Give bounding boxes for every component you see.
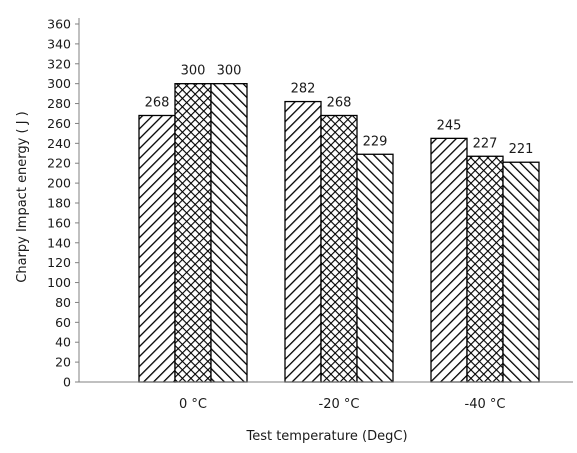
data-label: 300: [217, 64, 242, 79]
y-axis-title: Charpy Impact energy ( J ): [15, 111, 30, 282]
y-tick-label: 60: [55, 315, 71, 330]
y-tick-label: 200: [47, 176, 71, 191]
y-tick-label: 20: [55, 355, 71, 370]
y-tick-label: 80: [55, 295, 71, 310]
bar: [356, 153, 394, 383]
data-label: 245: [437, 118, 462, 133]
bar: [320, 114, 358, 383]
bar: [210, 83, 248, 383]
y-tick-label: 0: [63, 375, 71, 390]
y-tick-label: 320: [47, 56, 71, 71]
data-label: 268: [327, 95, 352, 110]
y-tick-label: 100: [47, 275, 71, 290]
bar: [174, 83, 212, 383]
x-category-label: -20 °C: [319, 397, 360, 412]
data-label: 268: [145, 95, 170, 110]
y-tick-label: 180: [47, 196, 71, 211]
y-tick-label: 340: [47, 36, 71, 51]
y-tick-label: 360: [47, 17, 71, 32]
y-tick-label: 220: [47, 156, 71, 171]
bars-layer: [138, 83, 540, 383]
y-tick-label: 40: [55, 335, 71, 350]
bar: [284, 100, 322, 383]
x-axis-title: Test temperature (DegC): [245, 429, 407, 444]
data-label: 221: [509, 142, 534, 157]
data-label: 227: [473, 136, 498, 151]
x-category-label: 0 °C: [179, 397, 207, 412]
y-tick-label: 280: [47, 96, 71, 111]
y-tick-label: 300: [47, 76, 71, 91]
y-tick-label: 260: [47, 116, 71, 131]
y-ticks-layer: 0 20 40 60 80 100 120 140 160 180 200 220 240 260 280 3…: [47, 17, 79, 390]
data-label: 282: [291, 82, 316, 97]
bar: [430, 137, 468, 383]
y-tick-label: 240: [47, 136, 71, 151]
y-tick-label: 140: [47, 235, 71, 250]
data-label: 229: [363, 134, 388, 149]
bar: [138, 114, 176, 383]
bar: [466, 155, 504, 383]
bar: [502, 161, 540, 383]
data-label: 300: [181, 64, 206, 79]
y-tick-label: 120: [47, 255, 71, 270]
x-labels-layer: 0 °C -20 °C -40 °C: [179, 397, 505, 412]
y-tick-label: 160: [47, 215, 71, 230]
data-labels-layer: 268 300 300 282 268 229 245 227 221: [145, 64, 534, 158]
x-category-label: -40 °C: [465, 397, 506, 412]
